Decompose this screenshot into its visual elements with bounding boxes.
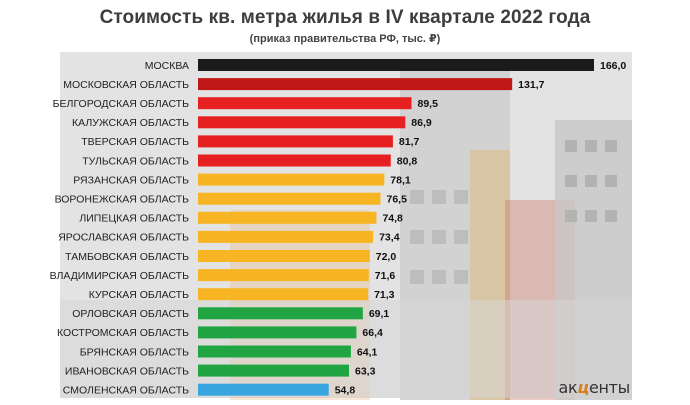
value-label: 131,7 bbox=[518, 79, 544, 91]
bar bbox=[198, 364, 350, 377]
value-label: 69,1 bbox=[369, 308, 390, 320]
brand-logo: акценты bbox=[559, 378, 631, 397]
category-label: ТАМБОВСКАЯ ОБЛАСТЬ bbox=[65, 251, 189, 263]
value-label: 66,4 bbox=[362, 327, 383, 339]
bar bbox=[198, 78, 513, 91]
value-label: 72,0 bbox=[376, 251, 397, 263]
bar bbox=[198, 230, 374, 243]
chart-title: Стоимость кв. метра жилья в IV квартале … bbox=[99, 7, 591, 28]
bar bbox=[198, 326, 357, 339]
value-label: 73,4 bbox=[379, 232, 400, 244]
bar bbox=[198, 116, 406, 129]
category-label: МОСКОВСКАЯ ОБЛАСТЬ bbox=[63, 79, 189, 91]
value-label: 63,3 bbox=[355, 365, 376, 377]
value-label: 76,5 bbox=[386, 194, 407, 206]
category-label: ОРЛОВСКАЯ ОБЛАСТЬ bbox=[72, 308, 189, 320]
category-label: КАЛУЖСКАЯ ОБЛАСТЬ bbox=[72, 117, 189, 129]
bar bbox=[198, 307, 363, 320]
category-label: КОСТРОМСКАЯ ОБЛАСТЬ bbox=[57, 327, 189, 339]
logo-text-accent: ц bbox=[577, 378, 589, 397]
category-label: ЛИПЕЦКАЯ ОБЛАСТЬ bbox=[79, 213, 189, 225]
bar bbox=[198, 97, 412, 110]
value-label: 89,5 bbox=[418, 98, 439, 110]
value-label: 64,1 bbox=[357, 346, 378, 358]
value-label: 166,0 bbox=[600, 60, 626, 72]
bar bbox=[198, 211, 377, 224]
category-label: СМОЛЕНСКАЯ ОБЛАСТЬ bbox=[63, 385, 189, 397]
value-label: 71,6 bbox=[375, 270, 396, 282]
value-label: 54,8 bbox=[335, 385, 356, 397]
category-label: ТУЛЬСКАЯ ОБЛАСТЬ bbox=[82, 155, 189, 167]
value-label: 80,8 bbox=[397, 155, 418, 167]
chart-subtitle: (приказ правительства РФ, тыс. ₽) bbox=[249, 33, 441, 45]
logo-text-end: енты bbox=[588, 378, 630, 397]
category-label: ИВАНОВСКАЯ ОБЛАСТЬ bbox=[65, 365, 189, 377]
value-label: 81,7 bbox=[399, 136, 420, 148]
bar bbox=[198, 59, 594, 71]
category-label: КУРСКАЯ ОБЛАСТЬ bbox=[89, 289, 189, 301]
bar bbox=[198, 173, 385, 186]
value-label: 78,1 bbox=[390, 174, 411, 186]
bar bbox=[198, 192, 381, 205]
category-label: БЕЛГОРОДСКАЯ ОБЛАСТЬ bbox=[53, 98, 189, 110]
category-label: ЯРОСЛАВСКАЯ ОБЛАСТЬ bbox=[58, 232, 189, 244]
category-label: ВЛАДИМИРСКАЯ ОБЛАСТЬ bbox=[50, 270, 190, 282]
category-label: РЯЗАНСКАЯ ОБЛАСТЬ bbox=[73, 174, 189, 186]
category-label: ВОРОНЕЖСКАЯ ОБЛАСТЬ bbox=[55, 194, 189, 206]
bar bbox=[198, 345, 351, 358]
bar bbox=[198, 269, 369, 282]
bar bbox=[198, 154, 391, 167]
value-label: 86,9 bbox=[411, 117, 432, 129]
value-label: 71,3 bbox=[374, 289, 395, 301]
value-label: 74,8 bbox=[382, 213, 403, 225]
bar bbox=[198, 383, 329, 396]
category-label: БРЯНСКАЯ ОБЛАСТЬ bbox=[80, 346, 189, 358]
category-label: МОСКВА bbox=[145, 60, 189, 72]
bar bbox=[198, 288, 369, 301]
bar bbox=[198, 135, 393, 148]
category-label: ТВЕРСКАЯ ОБЛАСТЬ bbox=[81, 136, 189, 148]
bar bbox=[198, 250, 370, 262]
logo-text-start: ак bbox=[558, 378, 578, 397]
